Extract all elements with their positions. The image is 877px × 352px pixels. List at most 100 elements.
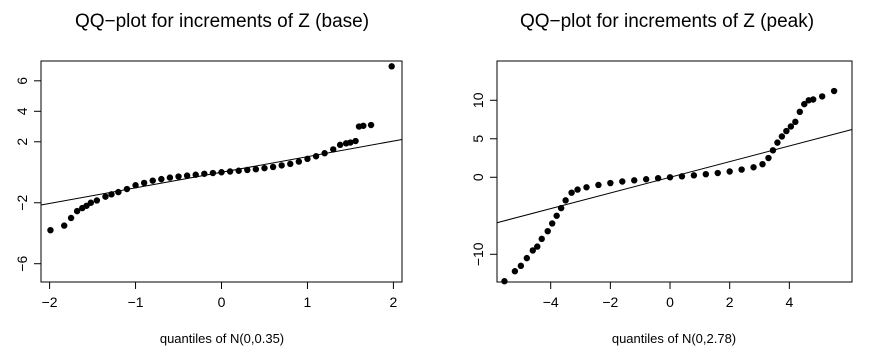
data-point bbox=[102, 193, 109, 200]
data-point bbox=[149, 177, 156, 184]
reference-line-right bbox=[496, 129, 853, 224]
data-point bbox=[690, 172, 698, 179]
y-tick-label: 4 bbox=[14, 107, 30, 115]
data-points-right bbox=[501, 87, 838, 285]
chart-title-left: QQ−plot for increments of Z (base) bbox=[75, 11, 369, 32]
data-point bbox=[562, 197, 569, 204]
y-tick-label: 5 bbox=[470, 135, 486, 143]
x-axis-label-right: quantiles of N(0,2.78) bbox=[612, 331, 736, 346]
data-point bbox=[818, 93, 826, 100]
y-tick-label: −6 bbox=[14, 256, 30, 272]
data-point bbox=[252, 166, 260, 173]
data-point bbox=[158, 175, 165, 183]
data-point bbox=[523, 254, 531, 262]
data-point bbox=[61, 222, 68, 229]
y-tick-label: 2 bbox=[14, 138, 30, 146]
data-point bbox=[47, 226, 54, 234]
plot-box-right bbox=[496, 60, 853, 283]
data-point bbox=[201, 170, 208, 177]
data-point bbox=[678, 173, 686, 180]
x-tick-label: −1 bbox=[128, 294, 144, 310]
data-point bbox=[607, 179, 614, 187]
data-point bbox=[642, 176, 650, 183]
data-point bbox=[73, 207, 81, 215]
data-point bbox=[738, 166, 745, 173]
data-point bbox=[792, 118, 799, 126]
x-tick-label: −2 bbox=[602, 294, 618, 310]
data-point bbox=[778, 133, 786, 140]
data-point bbox=[304, 155, 311, 163]
data-point bbox=[166, 174, 174, 181]
data-point bbox=[553, 212, 560, 219]
data-point bbox=[93, 197, 101, 204]
data-point bbox=[330, 146, 337, 153]
data-point bbox=[175, 173, 182, 180]
data-point bbox=[501, 278, 508, 285]
data-point bbox=[595, 181, 602, 189]
data-point bbox=[312, 153, 320, 160]
data-point bbox=[769, 147, 777, 154]
data-point bbox=[787, 123, 795, 130]
data-point bbox=[226, 168, 234, 175]
data-point bbox=[619, 178, 626, 185]
data-point bbox=[132, 182, 139, 189]
data-point bbox=[654, 174, 662, 182]
x-tick-label: 1 bbox=[304, 294, 312, 310]
y-axis-left: −6 −2 2 4 6 bbox=[14, 77, 41, 272]
data-point bbox=[321, 150, 328, 157]
data-point bbox=[750, 164, 757, 171]
data-point bbox=[367, 121, 375, 129]
data-point bbox=[759, 160, 766, 168]
data-point bbox=[538, 235, 545, 243]
data-point bbox=[783, 127, 790, 135]
data-point bbox=[774, 139, 781, 146]
data-point bbox=[534, 243, 541, 250]
y-axis-right: −10 0 5 10 bbox=[470, 92, 497, 266]
y-tick-label: 6 bbox=[14, 77, 30, 85]
data-point bbox=[568, 189, 575, 196]
data-point bbox=[218, 169, 225, 176]
data-point bbox=[269, 163, 277, 171]
chart-panel-right: QQ−plot for increments of Z (peak) −4 −2 0… bbox=[470, 11, 853, 346]
chart-panel-left: QQ−plot for increments of Z (base) −2 −1 0… bbox=[14, 11, 403, 346]
x-axis-right: −4 −2 0 2 4 bbox=[543, 282, 793, 310]
data-point bbox=[192, 171, 199, 178]
chart-title-right: QQ−plot for increments of Z (peak) bbox=[520, 11, 814, 32]
x-tick-label: 0 bbox=[666, 294, 674, 310]
data-point bbox=[583, 184, 590, 191]
data-point bbox=[666, 174, 674, 181]
data-point bbox=[235, 167, 242, 174]
data-point bbox=[295, 158, 303, 165]
data-point bbox=[801, 100, 808, 108]
data-points-left bbox=[47, 63, 395, 234]
y-tick-label: −10 bbox=[470, 242, 486, 266]
data-point bbox=[810, 96, 817, 103]
y-tick-label: −2 bbox=[14, 195, 30, 211]
data-point bbox=[702, 170, 710, 178]
data-point bbox=[388, 63, 395, 70]
data-point bbox=[244, 166, 251, 174]
data-point bbox=[631, 177, 638, 184]
data-point bbox=[287, 160, 294, 168]
data-point bbox=[360, 122, 367, 129]
data-point bbox=[796, 108, 803, 116]
data-point bbox=[714, 169, 721, 177]
x-axis-label-left: quantiles of N(0,0.35) bbox=[160, 331, 284, 346]
data-point bbox=[517, 262, 525, 270]
data-point bbox=[336, 141, 344, 149]
x-axis-left: −2 −1 0 1 2 bbox=[42, 282, 398, 310]
x-tick-label: 4 bbox=[785, 294, 793, 310]
data-point bbox=[765, 154, 772, 162]
data-point bbox=[557, 204, 565, 212]
x-tick-label: −2 bbox=[42, 294, 58, 310]
x-tick-label: 2 bbox=[390, 294, 398, 310]
data-point bbox=[529, 247, 536, 254]
data-point bbox=[183, 172, 191, 179]
reference-line bbox=[496, 129, 853, 224]
x-tick-label: 0 bbox=[218, 294, 226, 310]
x-tick-label: −4 bbox=[543, 294, 559, 310]
y-tick-label: 10 bbox=[470, 92, 486, 108]
data-point bbox=[261, 164, 268, 172]
data-point bbox=[347, 139, 354, 146]
